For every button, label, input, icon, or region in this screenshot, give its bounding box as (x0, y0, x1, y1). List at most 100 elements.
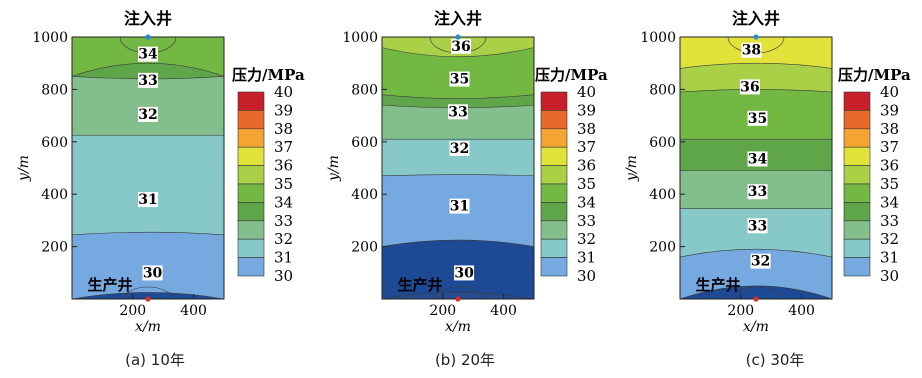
colorbar-tick-label: 40 (577, 83, 596, 101)
y-tick-label: 600 (351, 135, 378, 151)
y-tick-label: 1000 (32, 30, 68, 46)
colorbar-swatch (237, 128, 265, 148)
colorbar-tick-label: 38 (880, 120, 899, 138)
colorbar-swatch (843, 238, 871, 258)
contour-label-box (747, 110, 768, 126)
colorbar-tick-label: 34 (274, 193, 293, 211)
x-tick-label: 200 (727, 303, 754, 319)
y-tick-label: 1000 (342, 30, 378, 46)
x-tick-label: 200 (429, 303, 456, 319)
colorbar-tick-label: 36 (880, 157, 899, 175)
y-tick-label: 200 (649, 240, 676, 256)
production-well-marker (753, 296, 759, 302)
contour-label-box (454, 265, 475, 281)
colorbar-swatch (237, 165, 265, 185)
colorbar-title: 压力/MPa (232, 66, 305, 84)
colorbar-swatch (843, 202, 871, 222)
colorbar-tick-label: 37 (274, 138, 293, 156)
colorbar-swatch (843, 220, 871, 240)
colorbar-swatch (540, 183, 568, 203)
colorbar-swatch (540, 220, 568, 240)
y-tick-label: 1000 (640, 30, 676, 46)
colorbar-swatch (540, 257, 568, 277)
contour-label-3: 34 (748, 151, 768, 167)
colorbar-title: 压力/MPa (535, 66, 608, 84)
contour-label-box (449, 71, 470, 87)
colorbar-tick-label: 30 (274, 267, 293, 285)
colorbar-swatch (843, 91, 871, 111)
contour-label-4: 33 (748, 184, 767, 200)
colorbar-tick-label: 38 (577, 120, 596, 138)
colorbar-swatch (540, 165, 568, 185)
contour-label-6: 32 (751, 254, 770, 270)
x-axis-label: x/m (135, 319, 161, 335)
y-tick-label: 400 (649, 187, 676, 203)
colorbar-swatch (843, 110, 871, 130)
colorbar-tick-label: 36 (577, 157, 596, 175)
injection-well-marker (455, 34, 461, 40)
colorbar-tick-label: 31 (880, 249, 899, 267)
x-tick-label: 400 (180, 303, 207, 319)
colorbar-swatch (540, 91, 568, 111)
y-axis-label: y/m (326, 155, 342, 182)
contour-label-3: 31 (138, 192, 157, 208)
band-32 (680, 248, 832, 299)
contour-label-4: 31 (450, 199, 469, 215)
colorbar-swatch (237, 183, 265, 203)
caption-b: (b) 20年 (434, 351, 496, 369)
colorbar-tick-label: 33 (880, 212, 899, 230)
colorbar-tick-label: 34 (880, 193, 899, 211)
band-29 (382, 292, 534, 299)
production-contour (731, 286, 781, 299)
contour-label-2: 33 (448, 104, 467, 120)
colorbar-tick-label: 33 (577, 212, 596, 230)
contour-label-box (449, 198, 470, 214)
y-tick-label: 800 (41, 82, 68, 98)
contour-label-2: 35 (748, 111, 767, 127)
contour-label-4: 30 (143, 265, 163, 281)
contour-label-box (449, 140, 470, 156)
colorbar-swatch (237, 202, 265, 222)
contour-label-1: 35 (450, 72, 469, 88)
colorbar-swatch (540, 146, 568, 166)
colorbar-tick-label: 35 (577, 175, 596, 193)
contour-label-box (747, 151, 768, 167)
contour-label-box (138, 192, 158, 208)
contour-label-box (138, 46, 158, 62)
contour-label-5: 33 (748, 218, 767, 234)
production-well-label: 生产井 (87, 276, 132, 294)
production-well-marker (145, 296, 151, 302)
colorbar-swatch (237, 257, 265, 277)
contour-label-3: 32 (450, 141, 469, 157)
y-tick-label: 600 (649, 135, 676, 151)
colorbar-tick-label: 39 (880, 101, 899, 119)
colorbar-swatch (540, 238, 568, 258)
colorbar-tick-label: 36 (274, 157, 293, 175)
contour-label-0: 36 (451, 39, 470, 55)
contour-label-0: 34 (138, 47, 158, 63)
contour-label-box (741, 42, 762, 58)
colorbar-tick-label: 37 (880, 138, 899, 156)
y-tick-label: 400 (351, 187, 378, 203)
colorbar-tick-label: 30 (880, 267, 899, 285)
production-contour (433, 286, 483, 299)
colorbar-swatch (237, 110, 265, 130)
colorbar-tick-label: 35 (880, 175, 899, 193)
y-tick-label: 200 (41, 240, 68, 256)
colorbar-tick-label: 40 (880, 83, 899, 101)
contour-label-0: 38 (742, 43, 761, 59)
colorbar-tick-label: 32 (274, 230, 293, 248)
caption-c: (c) 30年 (745, 351, 805, 369)
band-30 (72, 292, 224, 299)
contour-label-box (750, 253, 771, 269)
contour-label-box (448, 104, 468, 120)
contour-label-box (138, 106, 158, 122)
colorbar-tick-label: 33 (274, 212, 293, 230)
contour-label-box (747, 218, 768, 234)
colorbar-swatch (237, 91, 265, 111)
colorbar-tick-label: 37 (577, 138, 596, 156)
production-contour (123, 286, 173, 299)
